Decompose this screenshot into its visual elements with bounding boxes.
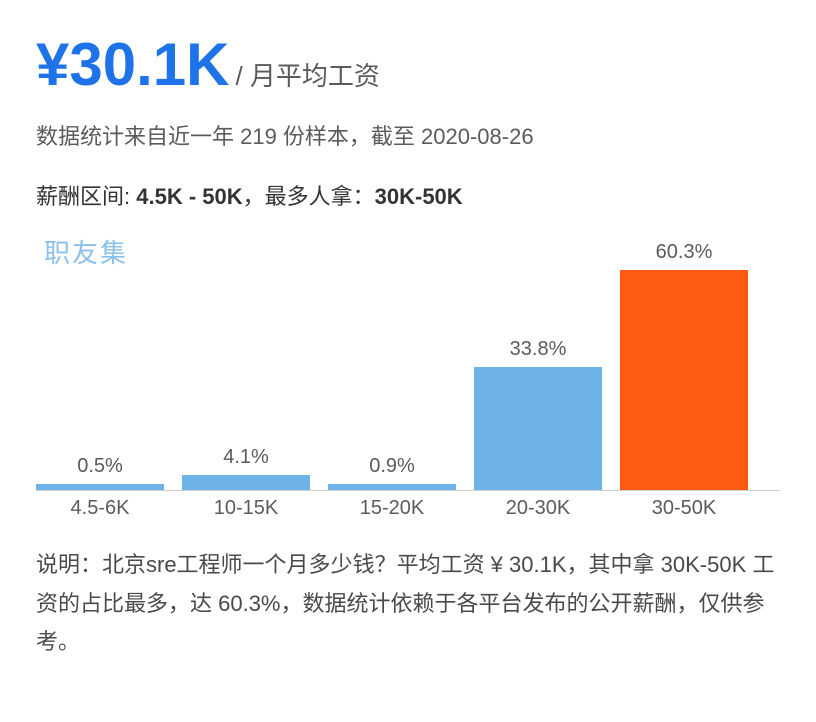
headline-row: ¥30.1K / 月平均工资 [36,30,780,99]
watermark-text: 职友集 [44,233,128,270]
category-label: 4.5-6K [36,497,164,520]
bar-value-label: 33.8% [510,338,567,361]
range-value-2: 30K-50K [375,184,463,209]
bar-value-label: 60.3% [656,241,713,264]
bar-value-label: 0.5% [77,455,123,478]
range-label-2: ，最多人拿： [243,184,375,209]
category-label: 30-50K [620,497,748,520]
salary-range-line: 薪酬区间: 4.5K - 50K，最多人拿：30K-50K [36,179,780,211]
bar-rect [328,484,456,490]
average-salary-unit-label: / 月平均工资 [235,56,379,93]
bar-rect [474,367,602,490]
description-text: 说明：北京sre工程师一个月多少钱？平均工资 ¥ 30.1K，其中拿 30K-5… [36,546,780,662]
bar-rect [182,475,310,490]
chart-bar: 0.5% [36,455,164,490]
category-label: 10-15K [182,497,310,520]
category-label: 20-30K [474,497,602,520]
sample-stat-line: 数据统计来自近一年 219 份样本，截至 2020-08-26 [36,119,780,151]
chart-category-labels: 4.5-6K 10-15K 15-20K 20-30K 30-50K [36,497,780,520]
category-label: 15-20K [328,497,456,520]
bar-value-label: 0.9% [369,455,415,478]
average-salary-amount: ¥30.1K [36,30,229,99]
chart-bars-row: 0.5% 4.1% 0.9% 33.8% 60.3% [36,231,780,491]
range-value-1: 4.5K - 50K [136,184,242,209]
salary-distribution-chart: 职友集 0.5% 4.1% 0.9% 33.8% 60.3% 4.5-6K 10-15K 1… [36,231,780,520]
chart-bar: 33.8% [474,338,602,490]
bar-rect [620,270,748,490]
bar-rect [36,484,164,490]
chart-bar: 60.3% [620,241,748,490]
range-label-1: 薪酬区间: [36,184,136,209]
chart-bar: 0.9% [328,455,456,490]
bar-value-label: 4.1% [223,446,269,469]
chart-bar: 4.1% [182,446,310,490]
